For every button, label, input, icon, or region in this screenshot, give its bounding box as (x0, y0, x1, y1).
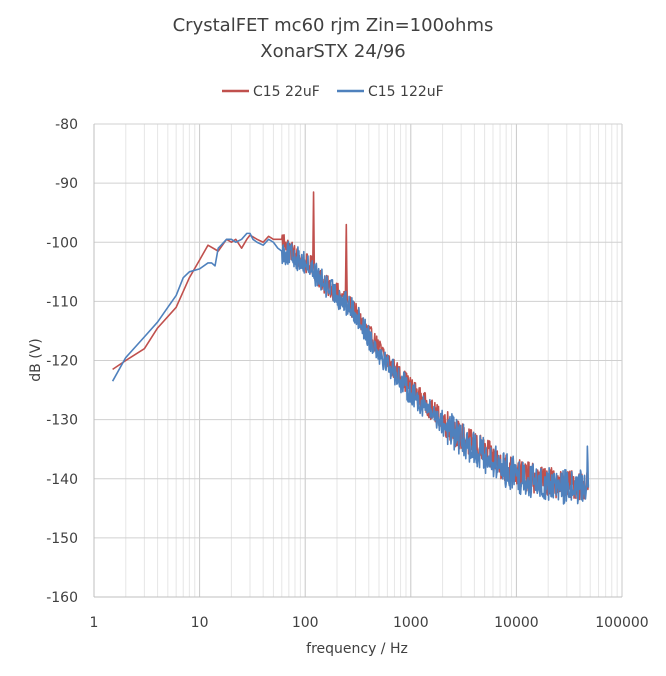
x-tick-label: 1000 (393, 615, 429, 631)
chart-subtitle: XonarSTX 24/96 (260, 41, 406, 62)
chart-title: CrystalFET mc60 rjm Zin=100ohms (173, 15, 494, 36)
y-tick-label: -110 (46, 294, 78, 310)
x-tick-label: 10 (191, 615, 209, 631)
y-tick-label: -100 (46, 235, 78, 251)
y-tick-label: -140 (46, 472, 78, 488)
y-tick-label: -150 (46, 531, 78, 547)
legend-label-series-2: C15 122uF (368, 84, 444, 100)
x-tick-label: 1 (90, 615, 99, 631)
y-tick-label: -90 (55, 176, 78, 192)
axes (93, 124, 622, 598)
y-tick-label: -120 (46, 354, 78, 370)
series-line-2 (111, 232, 590, 505)
y-tick-label: -80 (55, 117, 78, 133)
legend: C15 22uF C15 122uF (222, 84, 444, 100)
y-tick-label: -130 (46, 413, 78, 429)
x-axis-label: frequency / Hz (306, 641, 408, 657)
legend-label-series-1: C15 22uF (253, 84, 320, 100)
x-tick-label: 10000 (494, 615, 539, 631)
tick-labels: 1 10 100 1000 10000 100000 -80 -90 -100 -110 -120 -… (46, 117, 649, 631)
y-axis-label: dB (V) (28, 338, 44, 381)
x-tick-label: 100000 (595, 615, 648, 631)
y-tick-label: -160 (46, 590, 78, 606)
series-layer (111, 191, 590, 505)
x-tick-label: 100 (292, 615, 319, 631)
